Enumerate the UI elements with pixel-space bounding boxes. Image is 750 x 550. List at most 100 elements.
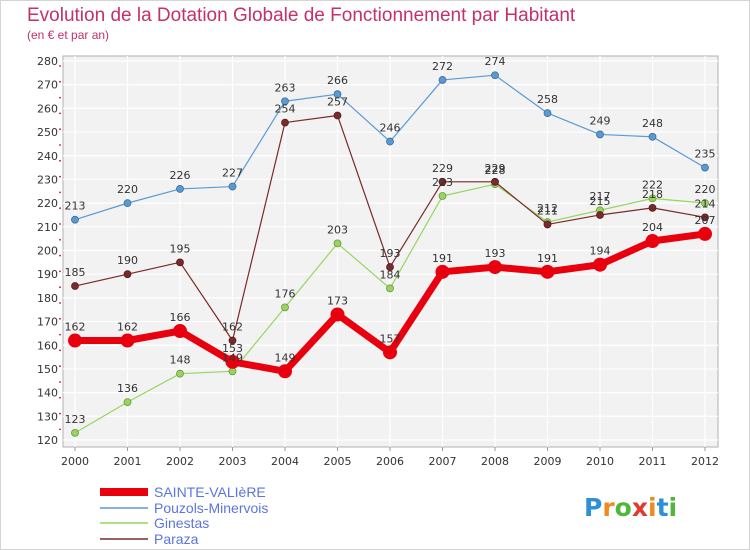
data-point bbox=[596, 130, 604, 139]
data-label: 203 bbox=[327, 223, 348, 236]
y-tick-label: 240 bbox=[37, 150, 58, 163]
data-point bbox=[648, 194, 657, 203]
logo-letter: i bbox=[669, 493, 678, 522]
margin-dot bbox=[59, 112, 61, 115]
data-label: 123 bbox=[65, 413, 86, 426]
x-tick-label: 2005 bbox=[324, 455, 352, 468]
margin-dot bbox=[59, 191, 61, 194]
data-point bbox=[543, 109, 552, 118]
data-point bbox=[281, 97, 289, 106]
margin-dot bbox=[59, 128, 61, 131]
data-point bbox=[593, 257, 607, 272]
y-tick-label: 260 bbox=[37, 102, 58, 115]
x-tick-label: 2008 bbox=[481, 455, 509, 468]
data-label: 258 bbox=[537, 93, 558, 106]
data-label: 228 bbox=[485, 164, 506, 177]
data-label: 213 bbox=[65, 200, 86, 213]
x-tick-label: 2007 bbox=[429, 455, 457, 468]
margin-dot bbox=[59, 207, 61, 210]
y-tick-label: 230 bbox=[37, 173, 58, 186]
y-tick-label: 130 bbox=[37, 410, 58, 423]
y-tick-label: 180 bbox=[37, 292, 58, 305]
margin-dot bbox=[59, 286, 61, 289]
margin-dot bbox=[59, 238, 61, 241]
x-tick-label: 2009 bbox=[534, 455, 562, 468]
data-point bbox=[68, 333, 82, 348]
margin-dot bbox=[59, 428, 61, 431]
data-point bbox=[71, 428, 79, 437]
data-label: 227 bbox=[222, 167, 243, 180]
margin-dot bbox=[59, 96, 61, 99]
y-tick-label: 200 bbox=[37, 245, 58, 258]
y-tick-label: 270 bbox=[37, 79, 58, 92]
margin-dot bbox=[59, 175, 61, 178]
data-label: 149 bbox=[275, 351, 296, 364]
chart-title: Evolution de la Dotation Globale de Fonc… bbox=[27, 5, 576, 26]
data-label: 193 bbox=[485, 247, 506, 260]
data-label: 176 bbox=[275, 287, 296, 300]
data-point bbox=[438, 192, 447, 200]
margin-dot bbox=[59, 270, 61, 273]
data-point bbox=[71, 215, 79, 224]
data-label: 194 bbox=[590, 245, 611, 258]
series-lines bbox=[68, 71, 712, 437]
data-label: 229 bbox=[485, 162, 506, 175]
y-tick-label: 250 bbox=[37, 126, 58, 139]
data-point bbox=[438, 177, 447, 186]
data-label: 211 bbox=[537, 204, 558, 217]
data-point bbox=[488, 260, 502, 275]
y-tick-label: 220 bbox=[37, 197, 58, 210]
legend-label-3: Paraza bbox=[154, 531, 199, 547]
data-point bbox=[71, 282, 79, 290]
y-tick-label: 160 bbox=[37, 339, 58, 352]
data-point bbox=[333, 111, 342, 120]
data-label: 249 bbox=[590, 114, 611, 127]
data-point bbox=[225, 354, 240, 369]
data-point bbox=[543, 220, 552, 229]
data-label: 226 bbox=[170, 169, 191, 182]
data-label: 190 bbox=[117, 254, 138, 267]
data-point bbox=[648, 203, 657, 212]
data-label: 220 bbox=[695, 183, 716, 196]
logo-letter: x bbox=[632, 493, 648, 522]
data-label: 222 bbox=[642, 178, 663, 191]
data-label: 220 bbox=[117, 183, 138, 196]
data-point bbox=[540, 264, 555, 279]
data-point bbox=[491, 177, 499, 186]
data-point bbox=[333, 90, 342, 99]
legend-label-2: Ginestas bbox=[154, 515, 209, 531]
data-label: 153 bbox=[222, 342, 243, 355]
proxiti-logo: Proxiti bbox=[584, 493, 677, 522]
data-point bbox=[333, 239, 342, 248]
margin-dot bbox=[59, 317, 61, 320]
data-point bbox=[648, 132, 657, 141]
data-label: 185 bbox=[65, 266, 86, 279]
data-label: 162 bbox=[65, 321, 86, 334]
margin-dot bbox=[59, 396, 61, 399]
y-tick-label: 140 bbox=[37, 387, 58, 400]
data-point bbox=[701, 199, 709, 208]
data-point bbox=[120, 333, 135, 348]
data-point bbox=[123, 199, 132, 208]
y-tick-label: 120 bbox=[37, 434, 58, 447]
x-tick-label: 2003 bbox=[219, 455, 247, 468]
data-point bbox=[176, 369, 184, 378]
data-label: 207 bbox=[695, 214, 716, 227]
logo-letter: t bbox=[657, 493, 669, 522]
data-label: 204 bbox=[642, 221, 663, 234]
data-label: 184 bbox=[380, 268, 401, 281]
data-label: 191 bbox=[432, 252, 453, 265]
margin-dot bbox=[59, 333, 61, 336]
y-tick-label: 170 bbox=[37, 316, 58, 329]
data-point bbox=[386, 137, 394, 146]
data-label: 157 bbox=[380, 332, 401, 345]
legend-label-1: Pouzols-Minervois bbox=[154, 500, 268, 516]
data-label: 235 bbox=[695, 148, 716, 161]
margin-dot bbox=[59, 159, 61, 162]
data-label: 215 bbox=[590, 195, 611, 208]
data-label: 149 bbox=[222, 351, 243, 364]
data-label: 263 bbox=[275, 81, 296, 94]
